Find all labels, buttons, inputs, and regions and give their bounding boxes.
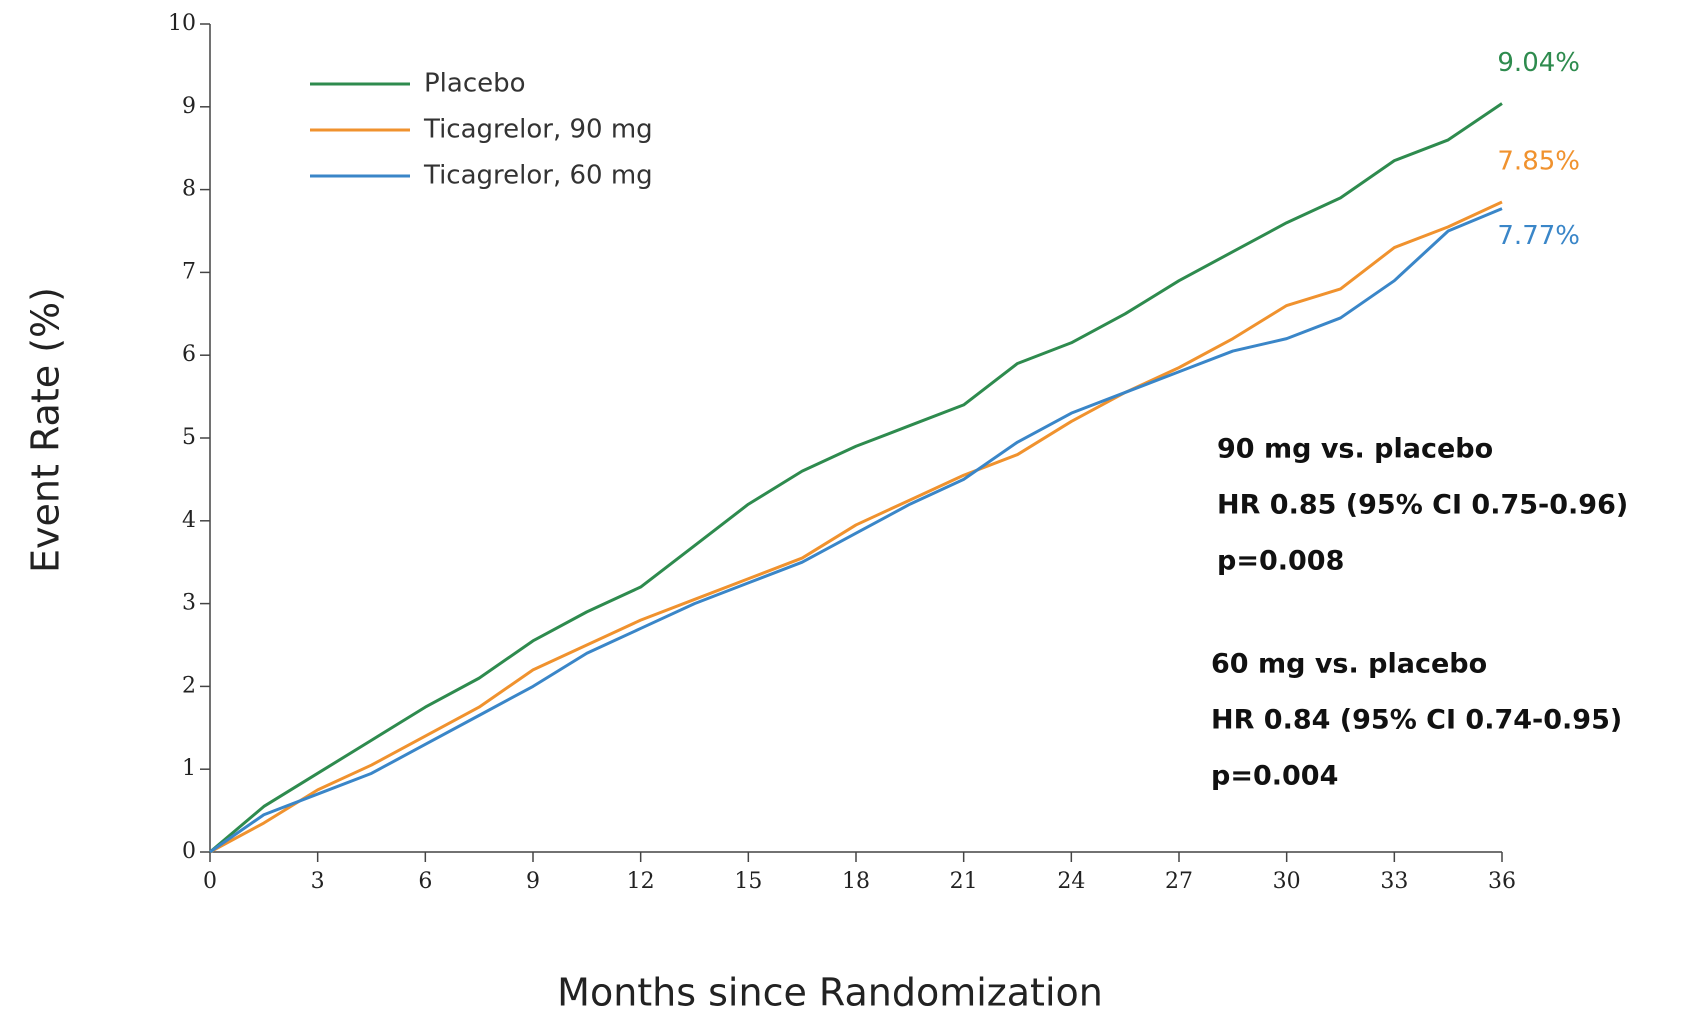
y-tick-label: 7 [182, 259, 196, 284]
x-tick-label: 3 [311, 869, 325, 894]
x-tick-label: 15 [734, 869, 762, 894]
y-tick-label: 2 [182, 673, 196, 698]
x-tick-label: 9 [526, 869, 540, 894]
x-tick-label: 0 [203, 869, 217, 894]
series-line [209, 207, 1503, 854]
annotation: 90 mg vs. placebo [1217, 434, 1493, 465]
annotation: HR 0.84 (95% CI 0.74-0.95) [1211, 705, 1622, 736]
legend-label: Placebo [424, 69, 526, 99]
series-line [209, 102, 1503, 854]
y-tick-label: 10 [168, 11, 196, 36]
x-tick-label: 24 [1057, 869, 1085, 894]
annotation: HR 0.85 (95% CI 0.75-0.96) [1217, 490, 1628, 521]
x-tick-label: 18 [842, 869, 870, 894]
end-label: 7.77% [1497, 221, 1580, 251]
legend-label: Ticagrelor, 60 mg [423, 161, 653, 191]
y-tick-label: 4 [182, 508, 196, 533]
x-tick-label: 12 [627, 869, 655, 894]
end-label: 7.85% [1497, 147, 1580, 177]
y-tick-label: 0 [182, 839, 196, 864]
legend-label: Ticagrelor, 90 mg [423, 115, 653, 145]
annotation: p=0.008 [1217, 546, 1344, 577]
end-label: 9.04% [1497, 48, 1580, 78]
y-tick-label: 3 [182, 591, 196, 616]
y-tick-label: 1 [182, 756, 196, 781]
x-tick-label: 36 [1488, 869, 1516, 894]
x-axis-label: Months since Randomization [557, 971, 1103, 1015]
series-line [209, 200, 1503, 854]
x-tick-label: 33 [1380, 869, 1408, 894]
y-tick-label: 9 [182, 94, 196, 119]
y-axis-label: Event Rate (%) [24, 287, 68, 573]
x-tick-label: 6 [418, 869, 432, 894]
annotation: p=0.004 [1211, 761, 1338, 792]
x-tick-label: 30 [1273, 869, 1301, 894]
y-tick-label: 8 [182, 177, 196, 202]
x-tick-label: 21 [950, 869, 978, 894]
x-tick-label: 27 [1165, 869, 1193, 894]
y-tick-label: 5 [182, 425, 196, 450]
annotation: 60 mg vs. placebo [1211, 649, 1487, 680]
y-tick-label: 6 [182, 342, 196, 367]
